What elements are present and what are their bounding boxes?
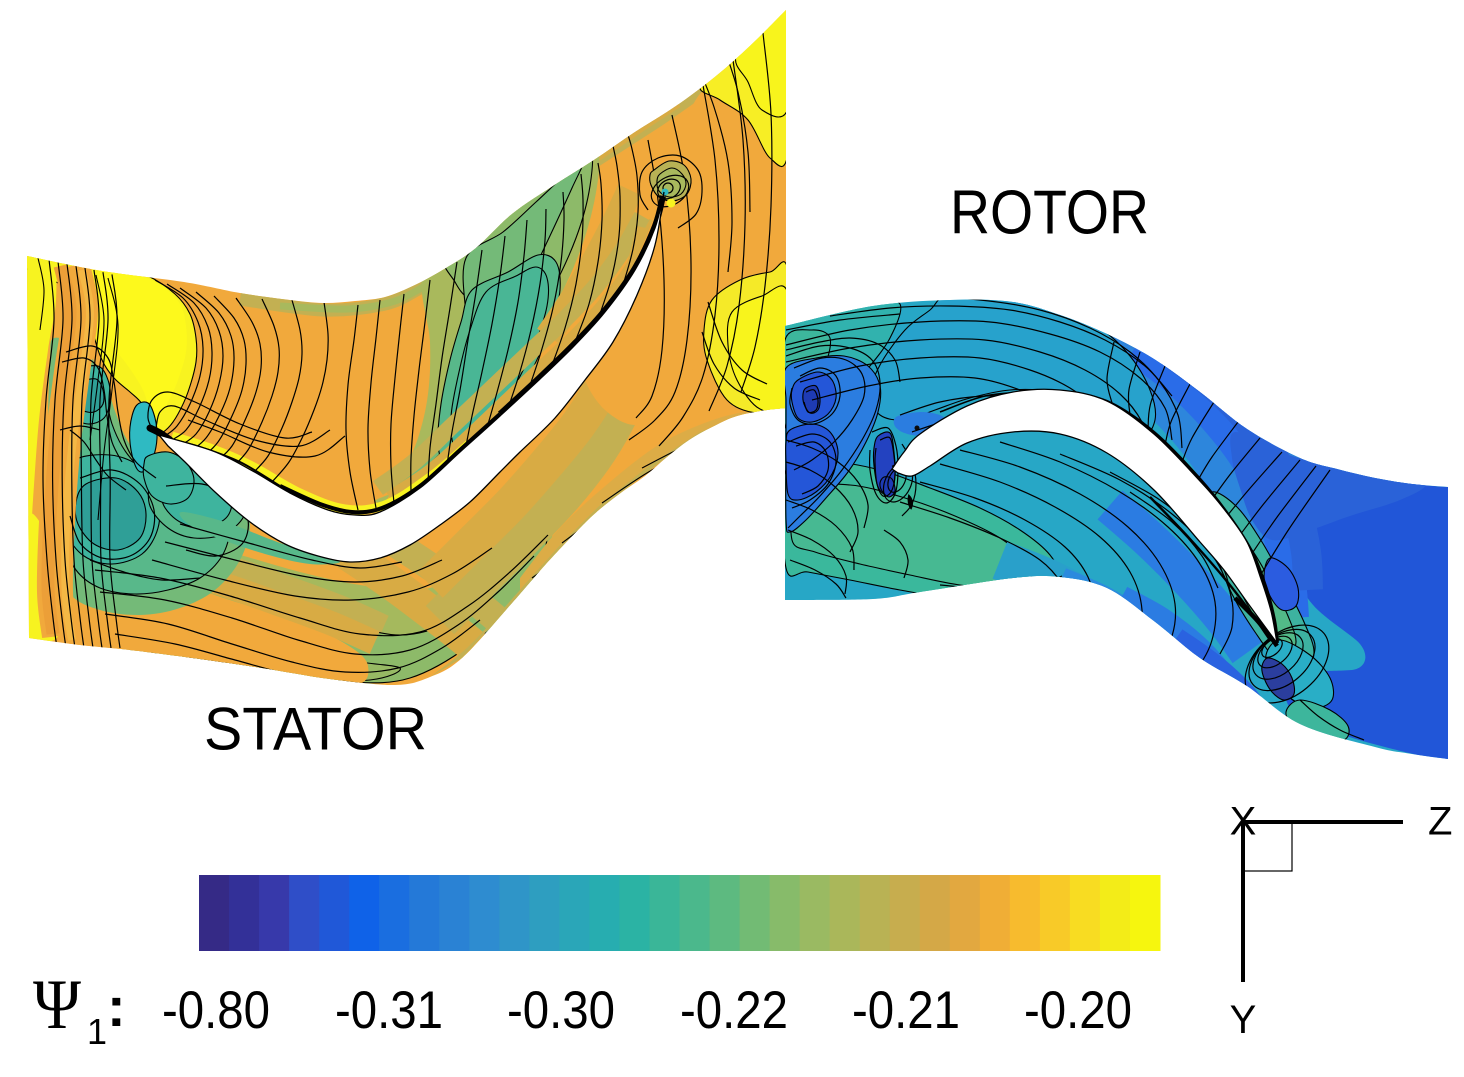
svg-text:-0.20: -0.20 bbox=[1024, 981, 1132, 1040]
svg-text:-0.30: -0.30 bbox=[507, 981, 615, 1040]
svg-text:Z: Z bbox=[1428, 800, 1452, 844]
svg-text:STATOR: STATOR bbox=[204, 696, 427, 763]
svg-text:ROTOR: ROTOR bbox=[950, 179, 1149, 248]
svg-text:X: X bbox=[1230, 800, 1257, 844]
svg-text:Y: Y bbox=[1230, 998, 1257, 1042]
svg-text:-0.22: -0.22 bbox=[680, 981, 788, 1040]
svg-text:-0.80: -0.80 bbox=[162, 981, 270, 1040]
svg-text:-0.21: -0.21 bbox=[852, 981, 960, 1040]
svg-text:Ψ: Ψ bbox=[33, 966, 82, 1044]
svg-text:-0.31: -0.31 bbox=[335, 981, 443, 1040]
svg-text:1: 1 bbox=[87, 1011, 107, 1052]
svg-text::: : bbox=[107, 975, 126, 1038]
